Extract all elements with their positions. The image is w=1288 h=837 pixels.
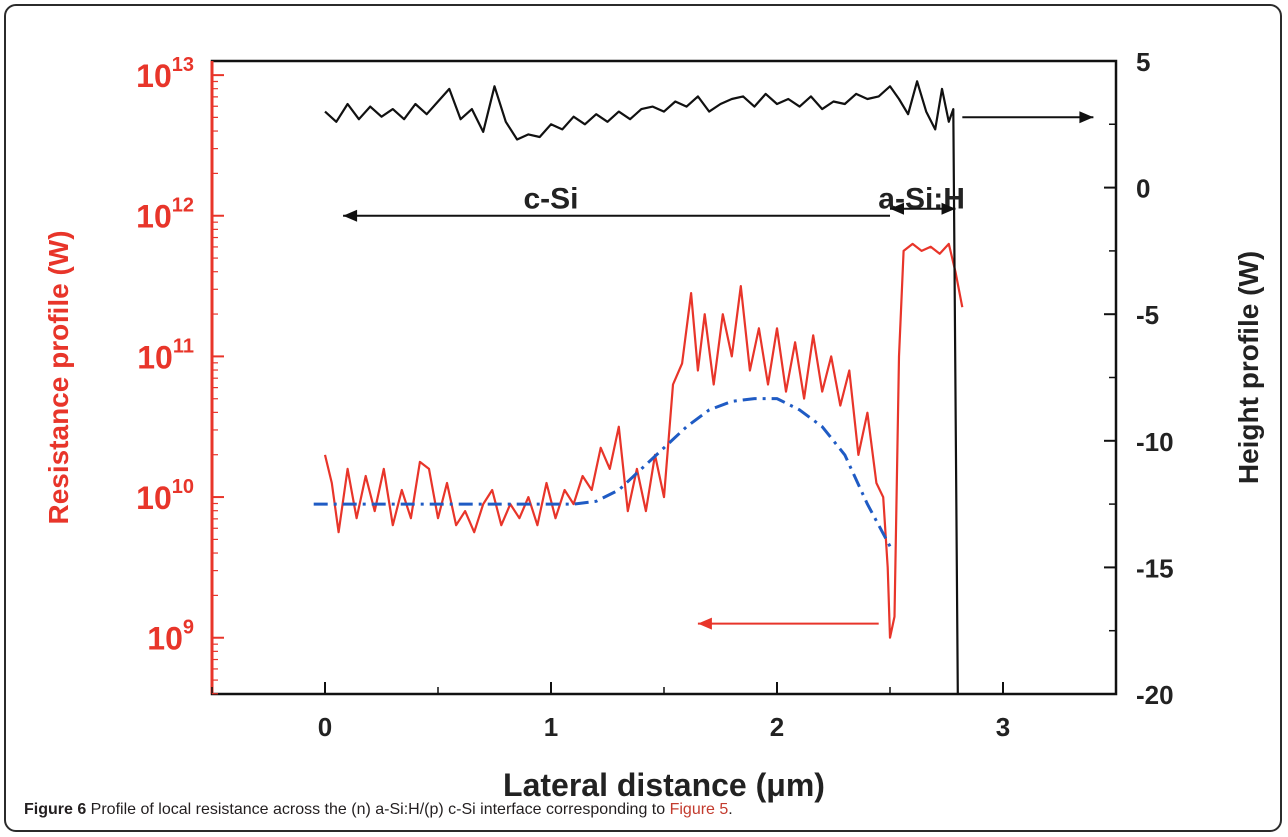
- y-left-tick-label: 1012: [136, 195, 194, 235]
- annotation-arrowtail-2: [890, 202, 904, 215]
- annotation-arrowhead-2: [941, 202, 956, 215]
- y-right-tick-label: -5: [1136, 300, 1159, 330]
- y-left-tick-label: 109: [147, 617, 194, 657]
- y-right-tick-label: 0: [1136, 174, 1150, 204]
- axis-ticks: [210, 60, 1117, 695]
- x-tick-label: 2: [770, 712, 784, 742]
- series-group: [313, 80, 964, 695]
- x-axis-title: Lateral distance (μm): [503, 767, 825, 803]
- annotations-group: c-Si a-Si:H: [343, 111, 1094, 630]
- series-line-2: [313, 397, 892, 548]
- y-right-axis-title: Height profile (W): [1233, 251, 1264, 484]
- y-right-tick-label: -15: [1136, 553, 1174, 583]
- series-line-1: [323, 242, 964, 639]
- caption-figure-link[interactable]: Figure 5: [669, 801, 729, 818]
- annotation-label-1: c-Si: [523, 183, 578, 216]
- annotation-label-2: a-Si:H: [878, 183, 965, 216]
- x-tick-label: 1: [544, 712, 558, 742]
- y-left-tick-label: 1013: [136, 54, 194, 94]
- annotation-arrowhead-1: [343, 209, 358, 222]
- y-left-axis-title: Resistance profile (W): [43, 230, 74, 524]
- y-right-tick-label: -20: [1136, 680, 1174, 710]
- caption-text: Profile of local resistance across the (…: [86, 801, 670, 818]
- x-tick-label: 0: [318, 712, 332, 742]
- y-left-tick-label: 1010: [136, 476, 194, 516]
- plot-area: [210, 59, 1118, 696]
- y-right-tick-label: -10: [1136, 427, 1174, 457]
- caption-figure-label: Figure 6: [24, 801, 87, 818]
- annotation-arrowhead-3: [1079, 111, 1094, 124]
- axis-labels: 0 1 2 3 1013 1012 1011 1010 109 5 0 -5 -10 -15 -20 Late…: [43, 47, 1264, 803]
- y-left-tick-label: 1011: [137, 335, 194, 375]
- figure-frame: c-Si a-Si:H 0 1 2 3 1013 1012 1011 1010 109 5 0 -5 -1…: [4, 4, 1282, 832]
- annotation-arrowhead-4: [697, 617, 712, 630]
- figure-caption: Figure 6 Profile of local resistance acr…: [24, 801, 733, 819]
- caption-text-end: .: [728, 801, 733, 818]
- y-right-tick-label: 5: [1136, 47, 1150, 77]
- chart: c-Si a-Si:H 0 1 2 3 1013 1012 1011 1010 109 5 0 -5 -1…: [43, 47, 1264, 803]
- x-tick-label: 3: [996, 712, 1010, 742]
- series-line-3: [324, 80, 959, 695]
